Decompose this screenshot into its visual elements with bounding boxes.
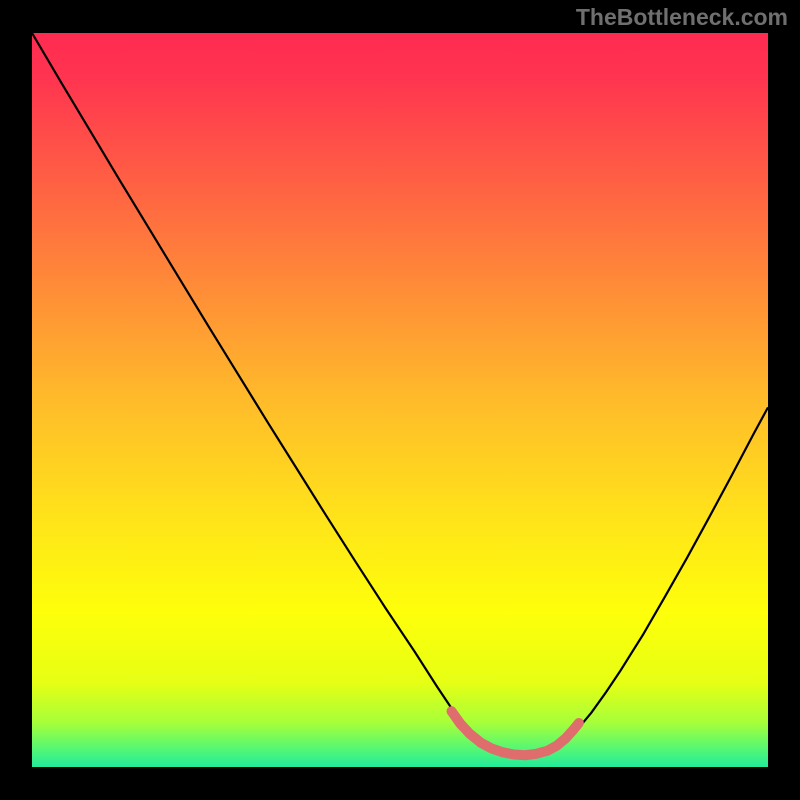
optimal-range-highlight	[452, 711, 579, 755]
curve-layer	[32, 33, 768, 767]
bottleneck-curve	[32, 33, 768, 756]
plot-area	[32, 33, 768, 767]
watermark-text: TheBottleneck.com	[576, 4, 788, 31]
chart-container: TheBottleneck.com	[0, 0, 800, 800]
